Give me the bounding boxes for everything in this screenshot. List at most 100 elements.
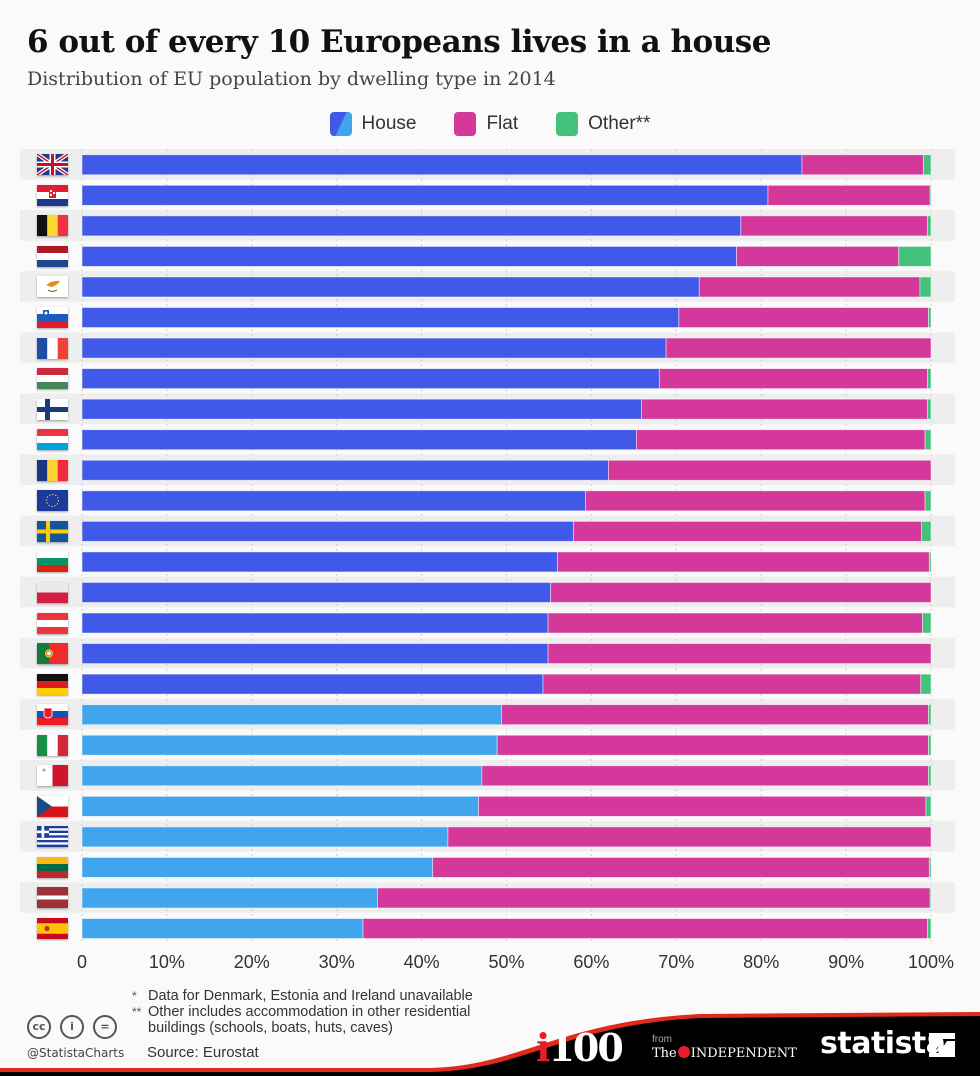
- flag-be-icon: [37, 215, 68, 237]
- bar-house-pt: [81, 643, 549, 664]
- bar-flat-cy: [698, 276, 921, 298]
- bar-flat-es: [362, 918, 929, 939]
- x-tick-label: 90%: [828, 952, 865, 972]
- bar-house-eu: [81, 490, 586, 512]
- bar-house-cy: [81, 276, 700, 298]
- bar-flat-se: [573, 520, 923, 542]
- bar-flat-mt: [481, 765, 929, 787]
- legend: House Flat Other**: [0, 112, 980, 136]
- i100-logo[interactable]: i100: [536, 1025, 624, 1070]
- from-label: from: [652, 1034, 672, 1045]
- bar-flat-de: [542, 673, 922, 695]
- flag-mt-icon: [37, 765, 68, 787]
- bar-house-lt: [81, 857, 434, 878]
- bar-other-hr: [929, 184, 932, 206]
- bar-other-fi: [927, 398, 932, 420]
- flag-cy-icon: [37, 276, 68, 298]
- bar-house-gr: [81, 826, 449, 848]
- bar-house-be: [81, 215, 742, 237]
- legend-swatch-flat: [454, 112, 477, 136]
- bar-house-fi: [81, 398, 642, 420]
- footnote-mark-1: *: [132, 989, 137, 1003]
- bar-flat-fr: [665, 337, 932, 359]
- bar-house-gb: [81, 154, 803, 176]
- creative-commons-icon[interactable]: cc: [27, 1015, 51, 1039]
- flag-hu-icon: [37, 368, 68, 390]
- eagle-icon: [677, 1046, 690, 1058]
- bar-other-be: [927, 215, 932, 237]
- bar-house-bg: [81, 551, 558, 573]
- x-tick-label: 60%: [573, 952, 610, 972]
- footnote-2-line-1: Other includes accommodation in other re…: [148, 1004, 471, 1020]
- bar-other-eu: [924, 490, 932, 512]
- statista-logo[interactable]: statista: [820, 1026, 946, 1061]
- legend-item-other: Other**: [556, 112, 650, 136]
- bar-other-nl: [898, 246, 932, 267]
- bar-other-lt: [928, 857, 932, 878]
- bar-flat-pt: [547, 643, 932, 664]
- bar-other-hu: [927, 368, 932, 390]
- x-tick-label: 50%: [488, 952, 525, 972]
- source-text: Source: Eurostat: [147, 1044, 259, 1061]
- flag-gb-icon: [37, 154, 68, 176]
- bar-flat-lt: [432, 857, 930, 878]
- twitter-handle[interactable]: @StatistaCharts: [27, 1046, 125, 1060]
- bar-flat-hr: [767, 184, 931, 206]
- x-tick-label: 0: [76, 952, 88, 972]
- flag-se-icon: [37, 520, 68, 542]
- footnote-1: Data for Denmark, Estonia and Ireland un…: [148, 988, 473, 1004]
- flag-cz-icon: [37, 795, 68, 817]
- bar-house-hr: [81, 184, 769, 206]
- bar-other-si: [928, 307, 932, 328]
- bar-other-bg: [928, 551, 932, 573]
- x-tick-label: 80%: [743, 952, 780, 972]
- flag-at-icon: [37, 612, 68, 634]
- bar-house-mt: [81, 765, 483, 787]
- x-tick-label: 30%: [318, 952, 355, 972]
- bar-flat-lv: [377, 887, 931, 909]
- bar-other-es: [927, 918, 932, 939]
- bar-flat-cz: [478, 795, 927, 817]
- bar-house-cz: [81, 795, 479, 817]
- bar-house-se: [81, 520, 574, 542]
- flag-pl-icon: [37, 581, 68, 603]
- flag-nl-icon: [37, 245, 68, 267]
- bar-other-cy: [919, 276, 932, 298]
- flag-bg-icon: [37, 551, 68, 573]
- flag-eu-icon: [37, 490, 68, 512]
- no-derivatives-icon[interactable]: =: [93, 1015, 117, 1039]
- independent-logo[interactable]: The INDEPENDENT: [652, 1046, 797, 1061]
- statista-mark-icon: [929, 1033, 955, 1057]
- x-tick-label: 70%: [658, 952, 695, 972]
- bar-flat-gb: [801, 154, 924, 176]
- chart-title: 6 out of every 10 Europeans lives in a h…: [27, 24, 771, 60]
- bar-flat-gr: [447, 826, 932, 848]
- bar-flat-it: [496, 734, 929, 756]
- bar-other-de: [920, 673, 932, 695]
- legend-item-flat: Flat: [454, 112, 518, 136]
- bar-flat-ro: [607, 459, 932, 481]
- flag-lv-icon: [37, 887, 68, 909]
- attribution-icon[interactable]: i: [60, 1015, 84, 1039]
- footer-band: [0, 1012, 980, 1076]
- legend-label-flat: Flat: [486, 113, 519, 134]
- legend-label-house: House: [361, 113, 417, 134]
- bar-house-lu: [81, 429, 637, 451]
- chart-subtitle: Distribution of EU population by dwellin…: [27, 68, 556, 90]
- bar-house-pl: [81, 582, 552, 603]
- flag-pt-icon: [37, 643, 68, 665]
- bar-house-es: [81, 918, 364, 939]
- bar-house-nl: [81, 246, 737, 267]
- footnote-2-line-2: buildings (schools, boats, huts, caves): [148, 1020, 394, 1036]
- bar-house-at: [81, 612, 549, 634]
- legend-label-other: Other**: [588, 113, 651, 134]
- legend-item-house: House: [329, 112, 417, 136]
- flag-fr-icon: [37, 337, 68, 359]
- bar-flat-at: [547, 612, 923, 634]
- footnote-mark-2: **: [132, 1005, 142, 1019]
- flag-ro-icon: [37, 459, 68, 481]
- bar-house-lv: [81, 887, 378, 909]
- flag-si-icon: [37, 307, 68, 329]
- bar-other-sk: [928, 704, 932, 726]
